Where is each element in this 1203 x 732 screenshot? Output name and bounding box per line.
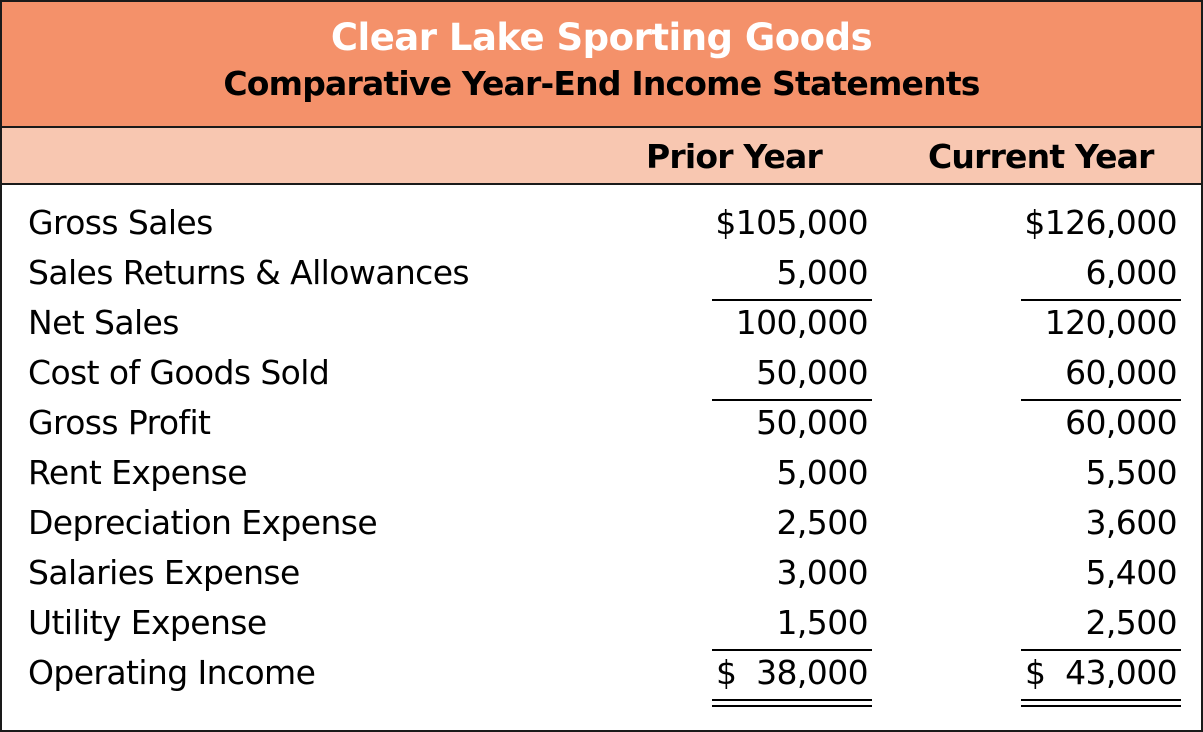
table-row: Rent Expense 5,000 5,500 [2,453,1201,503]
prior-value: $105,000 [715,203,868,242]
current-value: 43,000 [1065,653,1177,692]
current-value: 5,500 [1085,453,1178,492]
subtotal-underline [1021,649,1181,651]
subtotal-underline [1021,299,1181,301]
table-row: Net Sales 100,000 120,000 [2,303,1201,353]
table-row: Cost of Goods Sold 50,000 60,000 [2,353,1201,403]
prior-value: 3,000 [776,553,869,592]
row-label: Net Sales [28,303,179,342]
column-header-prior-year: Prior Year [646,137,823,176]
column-header-band: Prior Year Current Year [2,128,1201,185]
double-underline [1021,699,1181,701]
row-label: Operating Income [28,653,316,692]
table-row: Gross Profit 50,000 60,000 [2,403,1201,453]
subtotal-underline [1021,399,1181,401]
row-label: Salaries Expense [28,553,300,592]
prior-value: 2,500 [776,503,869,542]
company-name: Clear Lake Sporting Goods [330,16,873,59]
current-value: 5,400 [1085,553,1178,592]
double-underline [1021,705,1181,707]
double-underline [712,699,872,701]
currency-symbol: $ [716,653,737,692]
statement-title: Comparative Year-End Income Statements [223,64,980,103]
row-label: Gross Profit [28,403,211,442]
table-row-total: Operating Income $ 38,000 $ 43,000 [2,653,1201,703]
row-label: Gross Sales [28,203,213,242]
prior-value: 1,500 [776,603,869,642]
prior-value: 5,000 [776,253,869,292]
table-row: Gross Sales $105,000 $126,000 [2,203,1201,253]
table-row: Salaries Expense 3,000 5,400 [2,553,1201,603]
subtotal-underline [712,399,872,401]
prior-value: 5,000 [776,453,869,492]
table-row: Sales Returns & Allowances 5,000 6,000 [2,253,1201,303]
current-value: 3,600 [1085,503,1178,542]
current-value: 60,000 [1065,403,1177,442]
prior-value: 38,000 [756,653,868,692]
currency-symbol: $ [1025,653,1046,692]
current-value: 6,000 [1085,253,1178,292]
prior-value: 50,000 [756,403,868,442]
current-value: $126,000 [1024,203,1177,242]
column-header-current-year: Current Year [928,137,1154,176]
subtotal-underline [712,299,872,301]
prior-value: 100,000 [735,303,869,342]
current-value: 2,500 [1085,603,1178,642]
current-value: 60,000 [1065,353,1177,392]
row-label: Sales Returns & Allowances [28,253,470,292]
table-row: Utility Expense 1,500 2,500 [2,603,1201,653]
subtotal-underline [712,649,872,651]
row-label: Cost of Goods Sold [28,353,330,392]
row-label: Depreciation Expense [28,503,378,542]
double-underline [712,705,872,707]
table-row: Depreciation Expense 2,500 3,600 [2,503,1201,553]
title-band: Clear Lake Sporting Goods Comparative Ye… [2,2,1201,128]
row-label: Rent Expense [28,453,248,492]
current-value: 120,000 [1044,303,1178,342]
prior-value: 50,000 [756,353,868,392]
row-label: Utility Expense [28,603,267,642]
